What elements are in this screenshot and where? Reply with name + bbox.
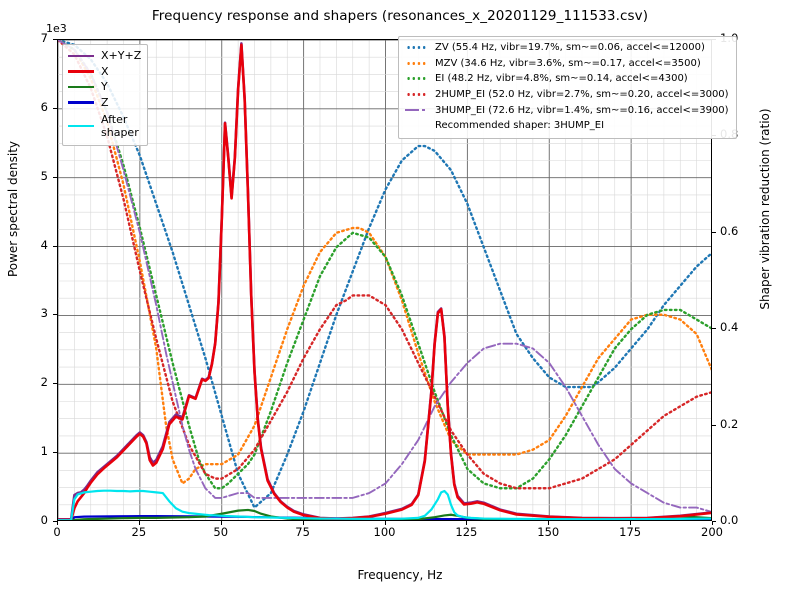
legend-swatch-icon bbox=[405, 42, 429, 53]
x-axis-tick bbox=[57, 521, 58, 525]
shaper-curve-2hump_ei bbox=[58, 40, 711, 490]
y-axis-tick bbox=[53, 314, 57, 316]
shaper-curve-ei bbox=[58, 40, 711, 490]
legend-swatch-icon bbox=[405, 58, 429, 69]
legend-item-2hump_ei[interactable]: 2HUMP_EI (52.0 Hz, vibr=2.7%, sm~=0.20, … bbox=[405, 87, 729, 103]
x-axis-tick-label: 150 bbox=[537, 525, 560, 539]
x-axis-tick-label: 200 bbox=[701, 525, 723, 539]
y-axis-tick-label: 0 bbox=[40, 513, 48, 527]
legend-swatch-icon bbox=[68, 97, 94, 108]
legend-item-zv[interactable]: ZV (55.4 Hz, vibr=19.7%, sm~=0.06, accel… bbox=[405, 40, 729, 56]
y2-axis-tick-label: 0.4 bbox=[720, 320, 739, 335]
legend-swatch-icon bbox=[68, 66, 94, 77]
legend-item-label: MZV (34.6 Hz, vibr=3.6%, sm~=0.17, accel… bbox=[435, 57, 701, 69]
y-axis-tick-label: 4 bbox=[40, 237, 48, 252]
legend-swatch-icon bbox=[68, 50, 94, 61]
legend-swatch-icon bbox=[405, 73, 429, 84]
legend-item-label: X+Y+Z bbox=[101, 49, 142, 63]
legend-item-x-y-z[interactable]: X+Y+Z bbox=[68, 48, 141, 64]
y-axis-tick bbox=[53, 245, 57, 247]
x-axis-tick bbox=[630, 521, 632, 525]
x-axis-title: Frequency, Hz bbox=[357, 568, 443, 582]
legend-swatch-icon bbox=[405, 89, 429, 100]
legend-shapers[interactable]: ZV (55.4 Hz, vibr=19.7%, sm~=0.06, accel… bbox=[398, 36, 737, 139]
legend-item-z[interactable]: Z bbox=[68, 95, 141, 111]
x-axis-tick bbox=[384, 521, 386, 525]
y-axis-exponent-label: 1e3 bbox=[46, 22, 67, 35]
legend-swatch-icon bbox=[405, 105, 429, 116]
x-axis-tick-label: 25 bbox=[131, 525, 147, 539]
legend-item-label: 2HUMP_EI (52.0 Hz, vibr=2.7%, sm~=0.20, … bbox=[435, 89, 729, 101]
legend-item-label: 3HUMP_EI (72.6 Hz, vibr=1.4%, sm~=0.16, … bbox=[435, 104, 729, 116]
x-axis-tick bbox=[548, 521, 550, 525]
shaper-curve-3hump_ei bbox=[58, 40, 711, 513]
legend-item-label: Y bbox=[101, 80, 108, 94]
legend-item-ei[interactable]: EI (48.2 Hz, vibr=4.8%, sm~=0.14, accel<… bbox=[405, 71, 729, 87]
legend-item-label: ZV (55.4 Hz, vibr=19.7%, sm~=0.06, accel… bbox=[435, 42, 705, 54]
x-axis-tick bbox=[138, 521, 140, 525]
psd-curve-x bbox=[58, 43, 711, 520]
y2-axis-title: Shaper vibration reduction (ratio) bbox=[758, 108, 772, 310]
y-axis-tick-label: 7 bbox=[40, 31, 48, 45]
x-axis-tick-label: 125 bbox=[455, 525, 478, 539]
legend-item-after-shaper[interactable]: After shaper bbox=[68, 110, 141, 141]
y-axis-tick-label: 5 bbox=[40, 168, 48, 183]
y-axis-tick bbox=[53, 521, 57, 522]
x-axis-tick-label: 0 bbox=[53, 525, 61, 539]
grid-lines bbox=[58, 40, 711, 520]
y2-axis-tick bbox=[712, 231, 716, 233]
x-axis-tick bbox=[712, 521, 713, 525]
y-axis-tick bbox=[53, 452, 57, 454]
x-axis-tick-label: 100 bbox=[373, 525, 396, 539]
y2-axis-tick-label: 0.6 bbox=[720, 223, 739, 238]
y-axis-tick-label: 1 bbox=[40, 444, 48, 459]
recommended-shaper-text: Recommended shaper: 3HUMP_EI bbox=[435, 119, 605, 131]
y-axis-tick-label: 3 bbox=[40, 306, 48, 321]
legend-psd[interactable]: X+Y+Z X Y Z After shaper bbox=[62, 44, 149, 146]
shaper-curve-mzv bbox=[58, 40, 711, 485]
y-axis-tick bbox=[53, 107, 57, 109]
legend-item-label: X bbox=[101, 64, 109, 78]
legend-item-label: EI (48.2 Hz, vibr=4.8%, sm~=0.14, accel<… bbox=[435, 73, 688, 85]
y-axis-tick bbox=[53, 39, 57, 40]
y-axis-tick bbox=[53, 176, 57, 178]
y-axis-tick-label: 6 bbox=[40, 99, 48, 114]
data-curves bbox=[58, 40, 711, 520]
x-axis-tick bbox=[466, 521, 468, 525]
chart-title: Frequency response and shapers (resonanc… bbox=[151, 8, 649, 24]
legend-item-y[interactable]: Y bbox=[68, 79, 141, 95]
legend-item-label: After shaper bbox=[101, 112, 139, 139]
x-axis-tick-label: 175 bbox=[619, 525, 642, 539]
y-axis-tick-label: 2 bbox=[40, 375, 48, 390]
y-axis-title: Power spectral density bbox=[6, 140, 20, 278]
legend-swatch-icon bbox=[68, 81, 94, 92]
legend-item-mzv[interactable]: MZV (34.6 Hz, vibr=3.6%, sm~=0.17, accel… bbox=[405, 56, 729, 72]
x-axis-tick bbox=[302, 521, 304, 525]
x-axis-tick-label: 75 bbox=[295, 525, 310, 539]
y-axis-tick bbox=[53, 383, 57, 385]
y2-axis-tick-label: 0.2 bbox=[720, 416, 739, 431]
y2-axis-tick bbox=[712, 328, 716, 330]
psd-curve-after-shaper bbox=[58, 489, 711, 520]
x-axis-tick bbox=[220, 521, 222, 525]
x-axis-tick-label: 50 bbox=[213, 525, 229, 539]
legend-item-label: Z bbox=[101, 95, 109, 109]
shaper-curve-zv bbox=[58, 40, 711, 509]
y2-axis-tick-label: 0.0 bbox=[720, 513, 739, 527]
legend-item-3hump_ei[interactable]: 3HUMP_EI (72.6 Hz, vibr=1.4%, sm~=0.16, … bbox=[405, 102, 729, 118]
legend-swatch-icon bbox=[68, 120, 94, 131]
y2-axis-tick bbox=[712, 521, 716, 522]
y2-axis-tick bbox=[712, 424, 716, 426]
legend-item-x[interactable]: X bbox=[68, 64, 141, 80]
